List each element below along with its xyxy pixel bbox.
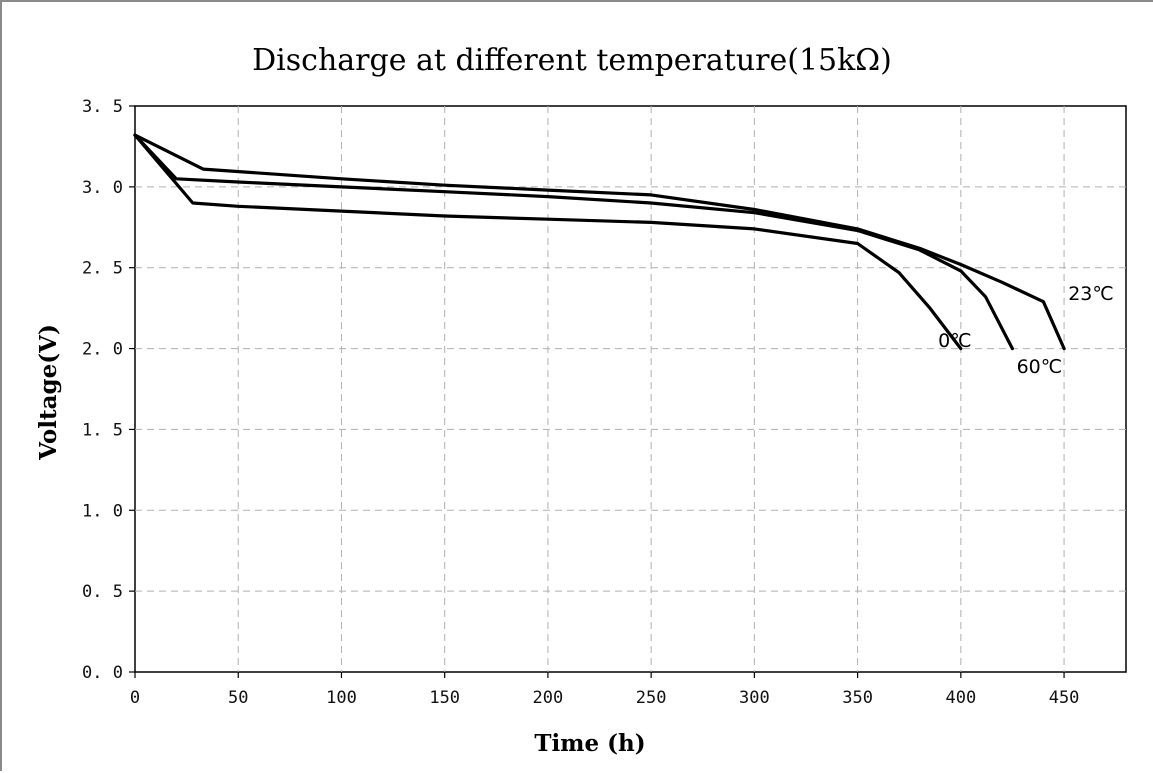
x-tick-label: 0 (130, 688, 140, 708)
series-label: 0℃ (938, 330, 971, 352)
y-tick-label: 0. 5 (82, 582, 123, 602)
series-line-0 (133, 133, 1066, 351)
plot-area-border (134, 105, 1127, 673)
x-tick-label: 250 (636, 688, 667, 708)
x-tick-label: 400 (945, 688, 976, 708)
y-tick-label: 1. 5 (82, 420, 123, 440)
x-tick-label: 100 (326, 688, 357, 708)
x-tick-label: 350 (842, 688, 873, 708)
x-axis-title: Time (h) (534, 730, 645, 757)
y-tick-label: 1. 0 (82, 501, 123, 521)
series-line-1 (133, 133, 1015, 351)
series-lines (133, 133, 1066, 351)
chart-title: Discharge at different temperature(15kΩ) (252, 43, 892, 78)
series-label: 60℃ (1017, 356, 1063, 378)
x-tick-label: 300 (739, 688, 770, 708)
y-tick-label: 0. 0 (82, 663, 123, 683)
y-tick-label: 2. 5 (82, 259, 123, 279)
x-tick-label: 150 (429, 688, 460, 708)
series-line-2 (133, 133, 963, 351)
y-tick-label: 3. 0 (82, 178, 123, 198)
x-tick-label: 50 (228, 688, 248, 708)
x-tick-label: 450 (1049, 688, 1080, 708)
series-label: 23℃ (1068, 283, 1114, 305)
tick-labels: 0 50 100 150 200 250 300 350 400 450 0. 0 0. 5 1. 0 1… (82, 97, 1079, 708)
y-tick-label: 3. 5 (82, 97, 123, 117)
series-annotations: 23℃ 60℃ 0℃ (938, 283, 1114, 378)
y-tick-label: 2. 0 (82, 340, 123, 360)
x-tick-label: 200 (533, 688, 564, 708)
grid-lines (135, 106, 1126, 672)
y-axis-title: Voltage(V) (35, 324, 62, 461)
